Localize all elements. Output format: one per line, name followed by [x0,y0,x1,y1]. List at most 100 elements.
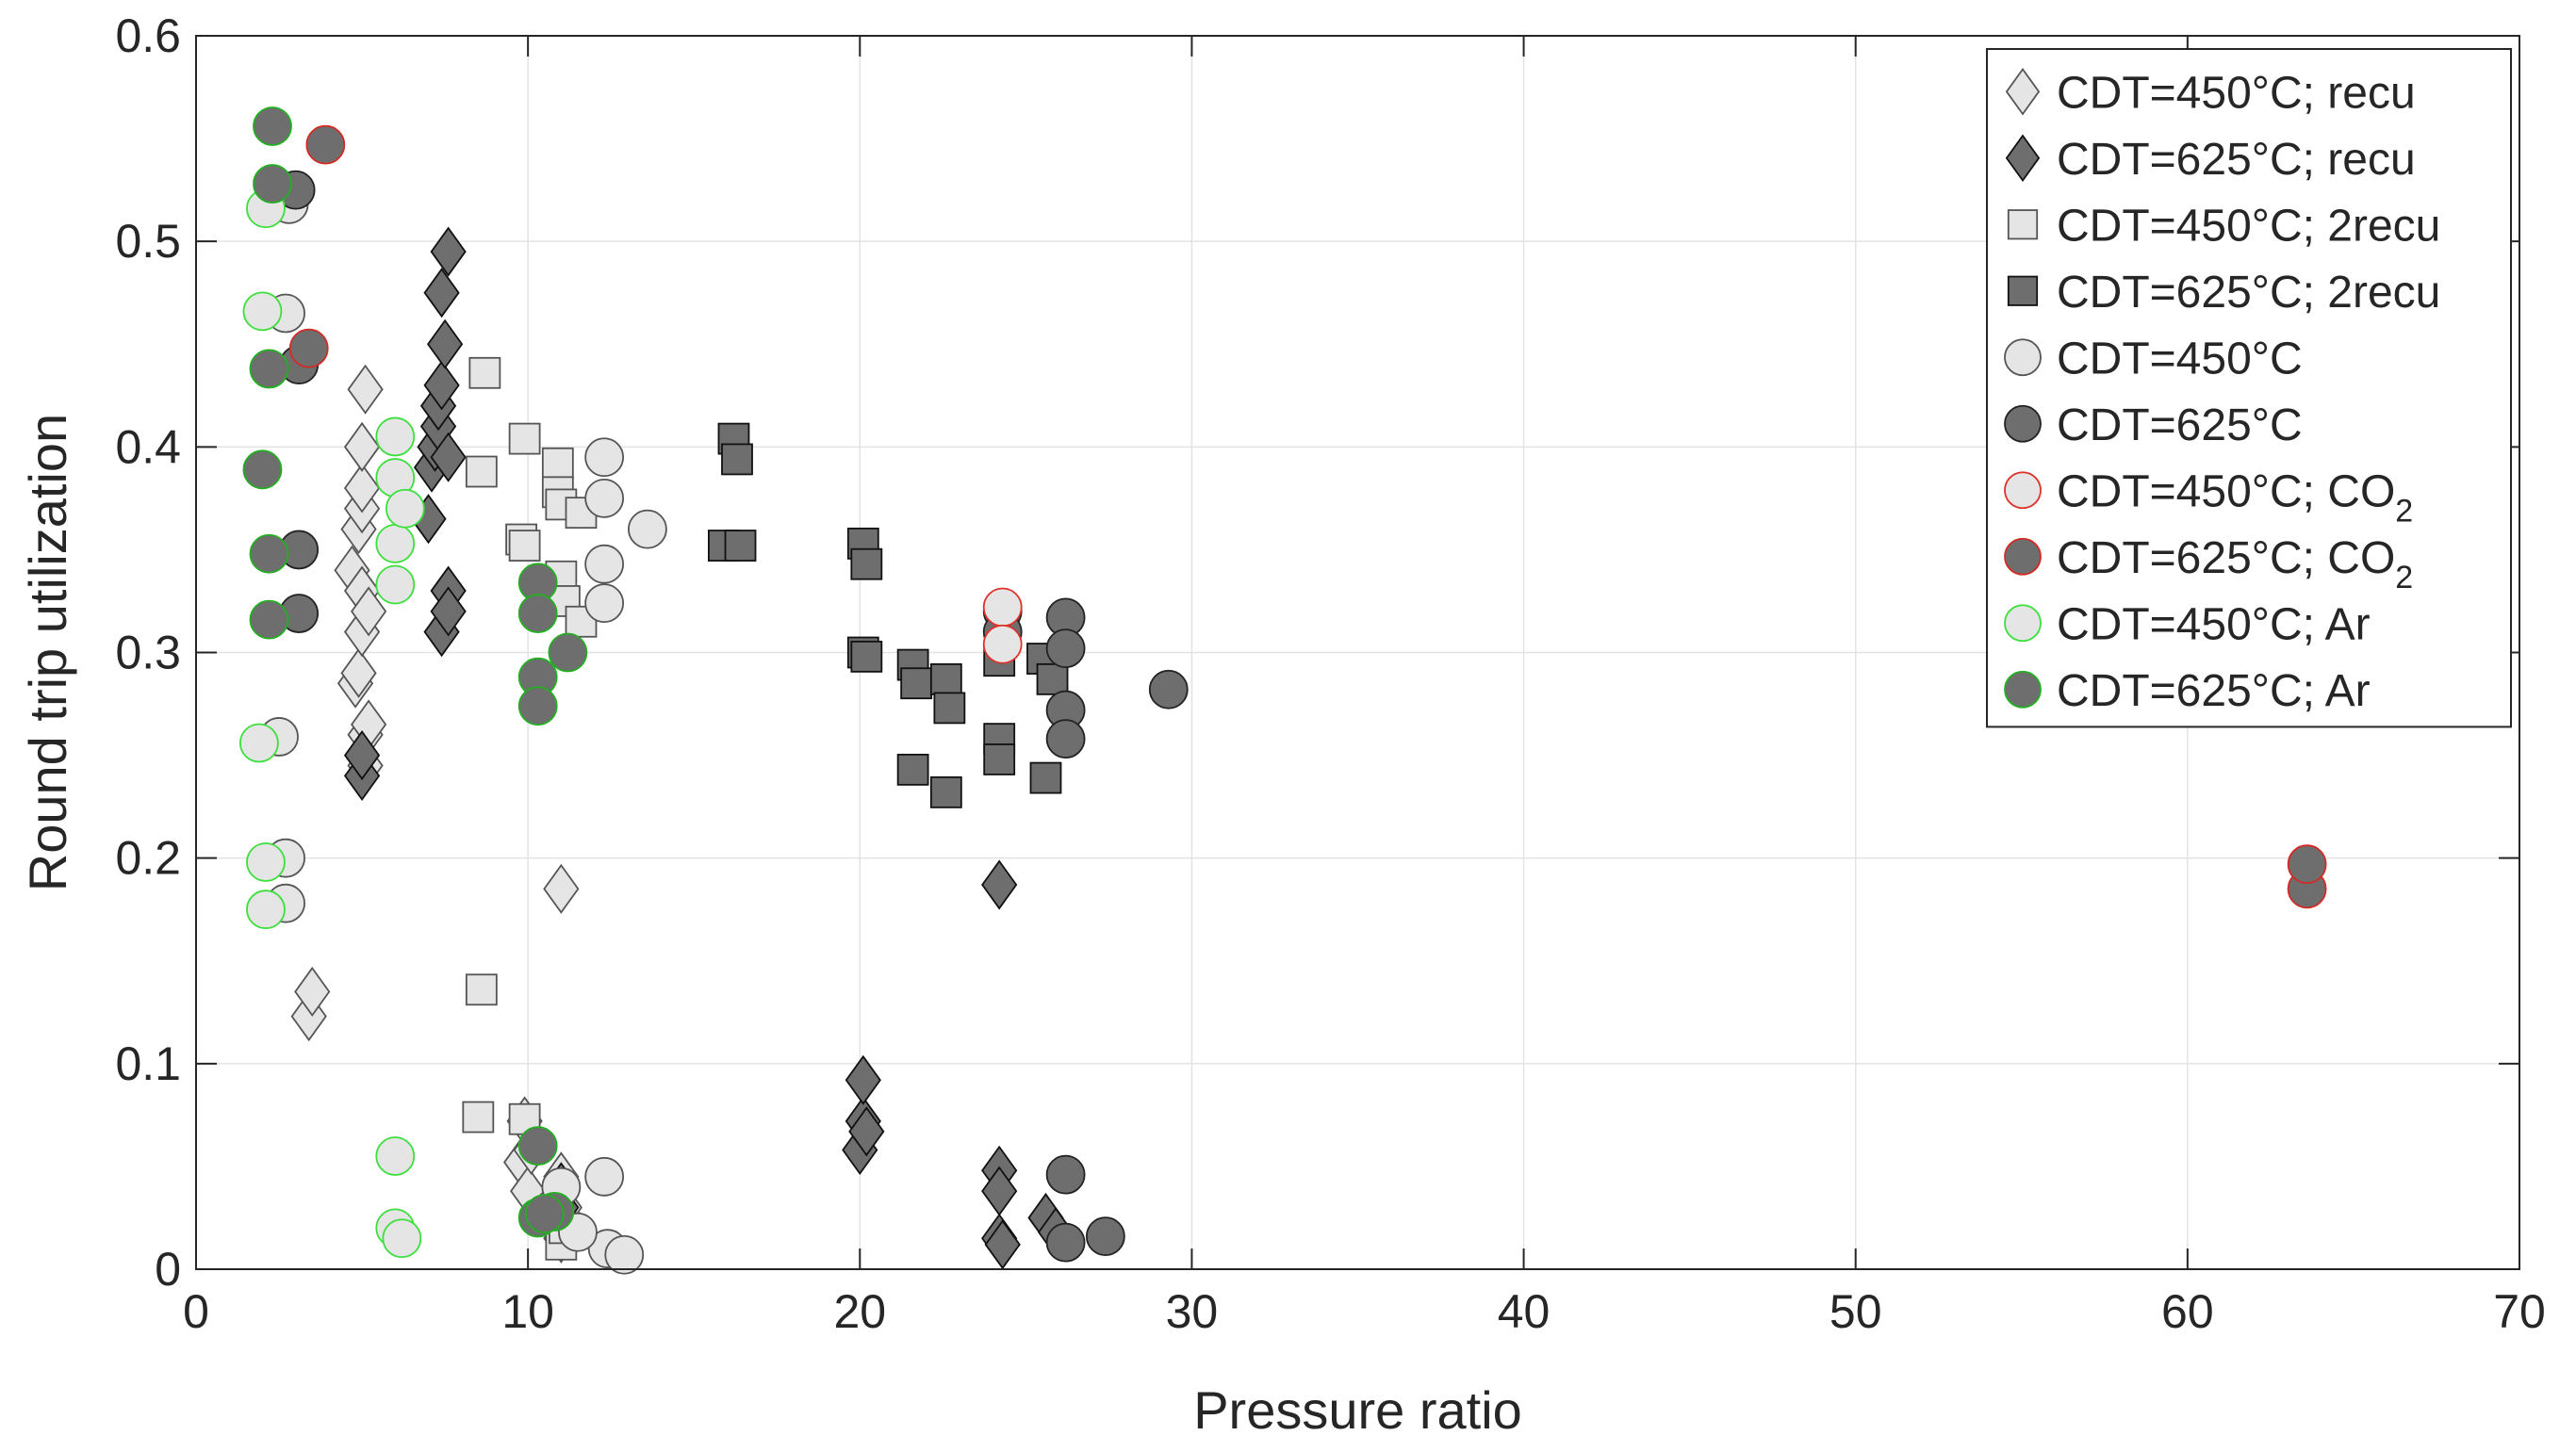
x-axis-label: Pressure ratio [1193,1380,1522,1440]
legend-label-text: CDT=450°C; 2recu [2057,201,2440,251]
data-point [1148,669,1189,710]
legend-label: CDT=625°C; recu [2057,135,2416,185]
legend-label: CDT=625°C; 2recu [2057,268,2440,318]
data-point [724,530,757,562]
legend-label-text: CDT=625°C; CO [2057,533,2395,583]
legend-marker [2005,134,2041,183]
data-point [982,587,1023,628]
data-point [584,583,625,624]
legend-label: CDT=450°C; Ar [2057,599,2371,649]
data-point [850,640,883,673]
x-tick-label: 10 [501,1285,554,1338]
data-point [343,463,381,514]
data-point [983,743,1016,775]
legend-label-text: CDT=625°C; Ar [2057,666,2371,716]
data-point [1045,719,1086,759]
data-point [242,291,283,332]
legend-marker [2004,670,2042,709]
data-point [517,686,558,726]
data-point [584,544,625,584]
data-point [1045,628,1086,669]
data-point [426,318,464,369]
data-point [543,863,580,914]
y-tick-label: 0.4 [115,420,181,473]
data-point [340,647,377,698]
data-point [929,662,962,695]
legend-label-text: CDT=450°C; Ar [2057,599,2371,649]
data-point [382,1218,422,1259]
y-tick-label: 0.5 [115,215,181,268]
data-point [242,449,283,490]
data-point [253,164,292,204]
legend-label: CDT=450°C; CO2 [2057,466,2413,529]
data-point [1029,761,1062,794]
data-point [982,624,1023,664]
data-point [239,723,279,763]
legend-marker [2004,471,2042,510]
legend-marker [2004,338,2042,377]
legend-label-text: CDT=450°C; CO [2057,466,2395,516]
data-point [246,889,286,930]
data-point [984,1219,1021,1270]
x-tick-label: 30 [1166,1285,1219,1338]
x-tick-label: 70 [2493,1285,2546,1338]
series-group [288,124,2327,909]
legend-label-subscript: 2 [2395,493,2413,529]
y-tick-label: 0.1 [115,1037,181,1090]
data-point [1036,662,1069,695]
legend-label-text: CDT=625°C [2057,400,2303,450]
data-point [430,226,467,277]
data-point [423,360,460,411]
series-group [462,356,598,1261]
data-point [246,842,286,882]
data-point [294,966,331,1018]
data-point [305,124,346,165]
legend-label: CDT=625°C; Ar [2057,666,2371,716]
legend-label-subscript: 2 [2395,560,2413,595]
data-point [1085,1216,1125,1256]
data-point [423,268,460,318]
x-tick-label: 20 [833,1285,886,1338]
y-tick-label: 0 [155,1243,181,1296]
data-point [249,349,289,389]
x-tick-label: 60 [2161,1285,2214,1338]
x-tick-label: 50 [1829,1285,1882,1338]
legend-label-text: CDT=450°C; recu [2057,68,2416,118]
data-point [375,564,416,605]
series-group [982,587,1023,664]
data-point [524,1194,565,1233]
legend-label: CDT=450°C; recu [2057,68,2416,118]
legend-marker [2007,209,2039,240]
data-point [508,422,541,455]
data-point [721,443,753,476]
data-point [517,1126,558,1166]
data-point [288,328,329,368]
tick-labels: 0 10 20 30 40 50 60 70 0 0.1 0.2 0.3 0.4 0.5 0.6 [115,9,2545,1338]
data-point [850,547,883,580]
data-point [604,1234,645,1275]
data-point [929,775,962,808]
legend-label-text: CDT=625°C; recu [2057,135,2416,185]
legend-label-text: CDT=625°C; 2recu [2057,268,2440,318]
data-point [375,1136,416,1176]
data-point [933,692,966,725]
y-tick-label: 0.3 [115,627,181,679]
x-tick-label: 0 [183,1285,209,1338]
series-group [242,106,588,1238]
data-point [375,416,416,457]
data-point [896,753,929,786]
legend-label: CDT=450°C [2057,334,2303,383]
data-point [1045,1154,1086,1195]
legend-marker [2005,67,2041,116]
data-point [351,586,387,637]
legend-marker [2007,275,2039,306]
data-point [541,447,574,480]
x-tick-label: 40 [1498,1285,1551,1338]
data-point [584,1156,625,1197]
data-point [584,437,625,478]
y-tick-label: 0.6 [115,9,181,62]
legend-marker [2004,537,2042,576]
data-point [848,1106,885,1157]
data-point [465,455,498,488]
